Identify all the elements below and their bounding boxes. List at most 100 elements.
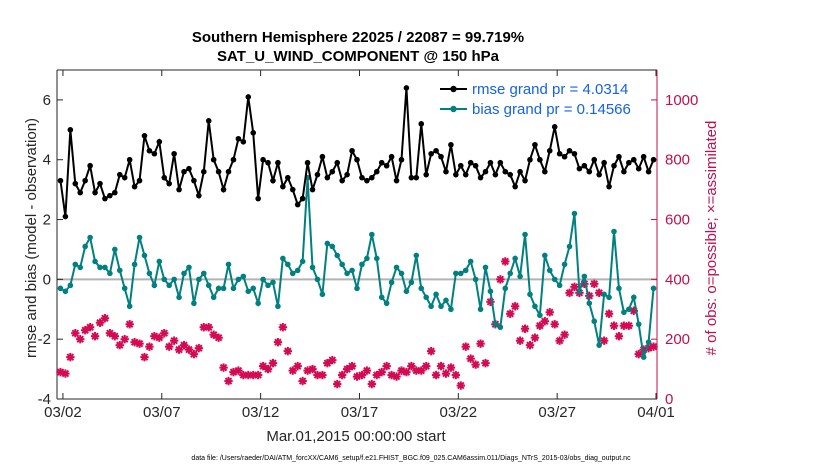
bias-point [181, 270, 187, 277]
rmse-point [388, 153, 395, 160]
obs-count-marker-stroke [116, 341, 124, 349]
rmse-point [270, 177, 276, 184]
rmse-point [403, 85, 410, 91]
obs-count-marker-stroke [605, 310, 613, 318]
bias-point [462, 267, 469, 274]
obs-count-marker [328, 355, 337, 365]
y-right-tick-label: 800 [665, 152, 690, 169]
rmse-point [423, 171, 429, 178]
rmse-point [428, 150, 434, 157]
obs-count-marker [76, 334, 85, 344]
obs-count-marker [160, 329, 169, 338]
y-right-tick-label: 0 [665, 391, 673, 408]
obs-count-marker [649, 342, 658, 351]
obs-count-marker-stroke [190, 350, 198, 358]
rmse-point [467, 159, 474, 166]
bias-point [299, 258, 306, 265]
bias-point [107, 270, 113, 277]
bias-point [606, 294, 612, 301]
rmse-point [260, 156, 266, 163]
rmse-point [492, 171, 499, 178]
obs-count-marker [451, 370, 461, 380]
x-tick-label: 03/27 [538, 404, 576, 421]
obs-count-marker [110, 331, 120, 341]
obs-count-marker [431, 370, 441, 380]
bias-point [611, 228, 617, 235]
rmse-point [319, 153, 326, 160]
y-right-tick-label: 1000 [665, 92, 698, 109]
bias-point [467, 258, 474, 265]
obs-count-marker-stroke [615, 332, 623, 340]
obs-count-marker [100, 314, 110, 323]
rmse-point [299, 195, 306, 202]
bias-point [423, 294, 429, 301]
obs-count-marker-stroke [125, 320, 134, 328]
legend-rmse-marker [450, 85, 457, 93]
obs-count-marker [66, 352, 75, 362]
legend-bias-marker [450, 105, 457, 113]
obs-count-marker-stroke [224, 377, 233, 385]
rmse-point [640, 153, 647, 160]
obs-count-marker-stroke [106, 329, 114, 337]
obs-count-marker-stroke [298, 377, 307, 385]
obs-count-marker [377, 367, 386, 377]
y-right-tick-label: 200 [665, 331, 690, 348]
obs-count-marker-stroke [516, 336, 524, 345]
bias-point [112, 246, 118, 253]
bias-point [630, 294, 637, 301]
obs-count-marker [382, 361, 391, 371]
rmse-point [176, 186, 182, 193]
obs-count-marker-stroke [71, 329, 80, 337]
rmse-point [383, 162, 390, 169]
obs-count-marker [466, 354, 475, 363]
obs-count-marker [402, 367, 411, 377]
obs-count-marker-stroke [506, 310, 514, 318]
rmse-point [156, 138, 163, 145]
obs-count-marker [214, 333, 223, 342]
bias-point [116, 267, 123, 274]
bias-point [196, 276, 202, 283]
obs-count-marker [594, 288, 604, 298]
obs-count-marker [298, 376, 307, 386]
bias-point [418, 285, 425, 292]
obs-count-marker-stroke [526, 341, 534, 349]
bias-point [542, 252, 548, 259]
rmse-point [116, 171, 123, 178]
rmse-point [527, 156, 533, 163]
bias-point [171, 276, 177, 283]
rmse-point [433, 147, 439, 154]
rmse-point [497, 159, 504, 166]
rmse-point [215, 168, 222, 175]
obs-count-marker-stroke [130, 338, 139, 346]
obs-count-marker-stroke [466, 354, 475, 363]
rmse-point [112, 189, 118, 196]
bias-point [626, 306, 632, 313]
bias-point [369, 231, 375, 238]
bias-point [260, 276, 266, 283]
bias-point [645, 339, 652, 345]
obs-count-marker-stroke [91, 332, 99, 340]
obs-count-marker-stroke [457, 381, 465, 390]
bias-point [571, 210, 578, 217]
rmse-point [181, 168, 187, 175]
x-tick-label: 03/12 [242, 404, 280, 421]
obs-count-marker-stroke [318, 371, 327, 379]
bias-point [215, 285, 222, 292]
obs-count-marker-stroke [546, 308, 554, 316]
rmse-point [645, 168, 652, 175]
rmse-point [462, 171, 469, 178]
rmse-point [561, 153, 568, 160]
rmse-point [546, 147, 553, 154]
obs-count-marker [120, 334, 129, 344]
obs-count-marker [530, 333, 540, 342]
obs-count-marker-stroke [437, 362, 445, 370]
obs-count-marker-stroke [160, 329, 168, 337]
x-axis-label: Mar.01,2015 00:00:00 start [266, 428, 446, 445]
obs-count-marker [560, 330, 569, 339]
obs-count-marker-stroke [363, 366, 371, 375]
obs-count-marker [135, 339, 144, 348]
bias-point [141, 252, 148, 259]
chart-legend: rmse grand pr = 4.0314 bias grand pr = 0… [436, 78, 648, 122]
obs-count-marker-stroke [570, 283, 579, 291]
obs-count-marker-stroke [180, 341, 188, 349]
